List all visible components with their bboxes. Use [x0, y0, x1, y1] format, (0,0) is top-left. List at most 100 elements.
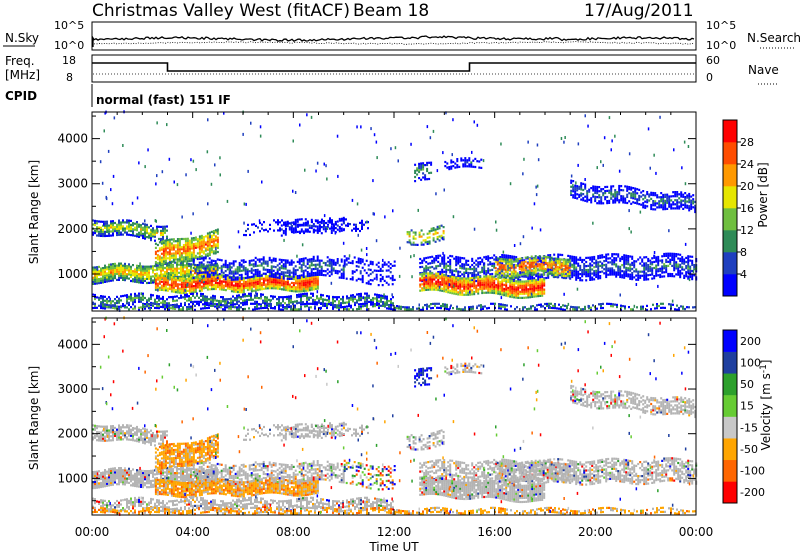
- power-cell: [278, 302, 280, 305]
- power-cell: [448, 168, 451, 171]
- power-cell: [365, 282, 368, 285]
- power-cell: [168, 252, 171, 255]
- power-cell: [186, 239, 189, 242]
- power-cell: [206, 252, 209, 255]
- power-cell: [442, 226, 445, 229]
- power-cell: [621, 270, 624, 273]
- power-cell: [124, 270, 126, 274]
- power-cell: [280, 267, 283, 270]
- power-cell: [485, 272, 488, 275]
- power-cell: [266, 260, 269, 263]
- power-cell: [609, 267, 612, 270]
- power-cell: [600, 196, 603, 199]
- power-cell: [460, 159, 463, 162]
- power-cell: [132, 278, 134, 281]
- power-cell: [572, 194, 575, 197]
- power-cell: [154, 276, 157, 279]
- power-cell: [256, 284, 259, 287]
- power-cell: [512, 260, 515, 263]
- power-cell: [114, 226, 116, 229]
- power-cell: [361, 258, 364, 261]
- power-cell: [256, 288, 259, 292]
- power-cell: [361, 266, 364, 269]
- power-cell: [461, 257, 464, 260]
- power-cell: [110, 279, 112, 282]
- power-cell: [122, 221, 124, 224]
- power-cell: [162, 299, 164, 303]
- power-cell: [510, 264, 513, 267]
- power-cell: [152, 265, 154, 268]
- power-cell: [635, 270, 638, 273]
- power-cell: [228, 285, 231, 288]
- power-cell: [128, 277, 130, 280]
- power-cell: [651, 267, 654, 270]
- power-cell: [172, 240, 175, 243]
- power-cell: [532, 265, 535, 268]
- power-cell: [687, 277, 690, 280]
- power-cell: [573, 262, 576, 265]
- power-cell: [544, 261, 547, 264]
- power-cell: [190, 289, 193, 292]
- noise-panel: N.Sky 10^5 10^0 10^5 10^0 N.Search: [3, 19, 800, 52]
- power-cell: [522, 261, 525, 264]
- power-cell: [212, 269, 214, 272]
- power-cell: [264, 283, 267, 286]
- power-cell: [166, 257, 169, 260]
- power-cell: [192, 237, 195, 240]
- power-cell: [342, 270, 345, 273]
- power-cell: [300, 276, 303, 279]
- power-cell: [236, 286, 239, 290]
- power-cell: [154, 229, 156, 232]
- power-cell: [304, 289, 307, 292]
- power-cell: [687, 265, 690, 268]
- power-cell: [122, 227, 124, 230]
- power-cell: [428, 161, 431, 164]
- power-cell: [102, 277, 104, 280]
- power-cell: [200, 234, 203, 237]
- power-cell: [250, 267, 253, 270]
- power-cell: [425, 280, 428, 283]
- power-cell: [268, 283, 271, 286]
- power-cell: [567, 271, 570, 274]
- power-cell: [128, 295, 130, 298]
- power-cell: [284, 261, 287, 264]
- power-cell: [180, 302, 182, 305]
- power-cell: [617, 253, 620, 256]
- power-cell: [583, 258, 586, 262]
- power-cell: [200, 261, 203, 264]
- power-cell: [280, 282, 283, 285]
- power-cell: [296, 282, 299, 285]
- power-cell: [689, 275, 692, 278]
- power-cell: [230, 278, 233, 281]
- power-cell: [445, 290, 448, 293]
- power-cell: [186, 247, 189, 251]
- power-cell: [144, 269, 146, 272]
- power-cell: [435, 272, 438, 275]
- power-cell: [264, 296, 266, 299]
- power-cell: [164, 289, 167, 292]
- power-cell: [170, 272, 172, 275]
- power-cell: [138, 267, 140, 270]
- power-cell: [166, 276, 168, 279]
- power-cell: [481, 281, 484, 284]
- power-cell: [274, 279, 277, 282]
- power-cell: [236, 282, 239, 285]
- power-cell: [174, 267, 176, 270]
- power-cell: [114, 277, 116, 280]
- power-cell: [194, 270, 197, 273]
- power-cell: [214, 264, 217, 267]
- power-cell: [198, 277, 201, 280]
- power-cell: [527, 290, 530, 293]
- power-cell: [603, 264, 606, 267]
- power-cell: [208, 264, 210, 267]
- power-cell: [210, 298, 212, 301]
- power-cell: [655, 260, 658, 263]
- power-cell: [368, 294, 370, 297]
- power-cell: [234, 303, 236, 306]
- power-cell: [92, 293, 94, 296]
- power-cell: [596, 189, 599, 193]
- power-cell: [442, 238, 445, 241]
- power-cell: [384, 301, 386, 304]
- power-cell: [274, 274, 277, 277]
- power-cell: [280, 273, 283, 276]
